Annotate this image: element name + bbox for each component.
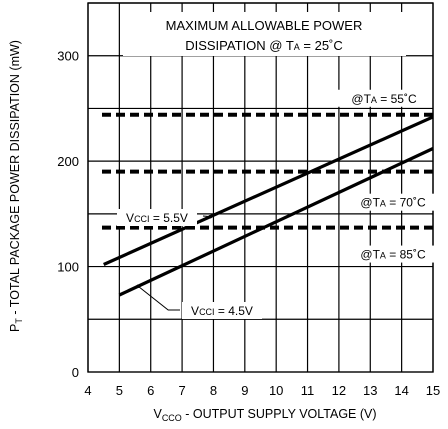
x-axis-label: VCCO - OUTPUT SUPPLY VOLTAGE (V)	[153, 407, 376, 423]
y-tick-label: 300	[57, 49, 79, 64]
series-line	[103, 115, 434, 266]
x-tick-label: 12	[332, 383, 346, 398]
temperature-limit-label-bg	[337, 89, 431, 107]
x-tick-label: 13	[363, 383, 377, 398]
x-tick-label: 10	[269, 383, 283, 398]
x-tick-label: 8	[210, 383, 217, 398]
temperature-limit-label: @TA = 85˚C	[360, 248, 426, 262]
chart-title-line1: MAXIMUM ALLOWABLE POWER	[166, 18, 363, 33]
title-box	[123, 12, 406, 56]
series-label: VCCI = 5.5V	[126, 211, 188, 225]
x-tick-label: 15	[426, 383, 440, 398]
x-tick-label: 4	[84, 383, 91, 398]
x-tick-label: 5	[116, 383, 123, 398]
temperature-limit-label: @TA = 55˚C	[351, 92, 417, 106]
series-label-bg	[182, 302, 262, 319]
x-tick-label: 11	[301, 383, 315, 398]
y-tick-label: 0	[72, 365, 79, 380]
y-tick-label: 100	[57, 260, 79, 275]
y-tick-label: 200	[57, 154, 79, 169]
series-lines	[103, 115, 434, 297]
chart-title-line2: DISSIPATION @ TA = 25˚C	[185, 38, 343, 53]
tick-labels: 4 5 6 7 8 9 10 11 12 13 14 15 0 100 200 300	[57, 49, 440, 398]
leader-point	[136, 284, 140, 289]
series-line	[118, 147, 434, 297]
temperature-limit-label-bg	[346, 245, 440, 263]
x-tick-label: 9	[241, 383, 248, 398]
series-label-bg	[117, 209, 197, 226]
annotation-labels: @TA = 55˚C @TA = 70˚C @TA = 85˚C VCCI = 5.5…	[117, 89, 440, 319]
series-label: VCCI = 4.5V	[191, 304, 253, 318]
x-tick-label: 7	[178, 383, 185, 398]
y-axis-label: PT - TOTAL PACKAGE POWER DISSIPATION (mW…	[8, 40, 24, 332]
x-tick-label: 14	[394, 383, 408, 398]
plot-frame	[87, 2, 434, 373]
temperature-limit-label: @TA = 70˚C	[360, 196, 426, 210]
series-leader-line	[137, 285, 180, 311]
x-tick-label: 6	[147, 383, 154, 398]
leader-point	[208, 214, 213, 219]
temperature-limit-label-bg	[346, 193, 440, 211]
